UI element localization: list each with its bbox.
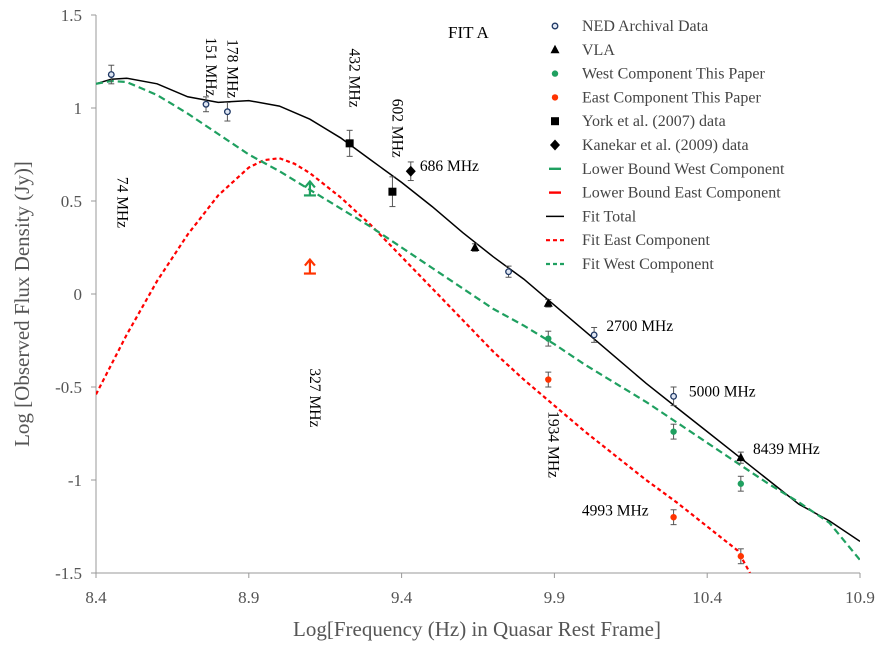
chart-title: FIT A <box>448 23 490 42</box>
legend-item-vla: VLA <box>550 42 615 59</box>
y-tick-label: 0.5 <box>61 192 82 211</box>
york-et-al-2007-data-point-0 <box>345 139 354 148</box>
york-et-al-2007-data-point-1 <box>388 187 397 196</box>
x-tick-label: 8.4 <box>85 588 107 607</box>
legend-label: East Component This Paper <box>582 89 761 106</box>
fit-east-component-line <box>96 157 751 573</box>
legend-item-ned-archival-data: NED Archival Data <box>551 18 708 35</box>
legend-item-lower-bound-west-component: Lower Bound West Component <box>549 161 785 178</box>
kanekar-et-al-2009-data-point-0 <box>405 165 416 177</box>
ned-archival-data-point-5 <box>670 392 678 400</box>
annotation-5000-mhz: 5000 MHz <box>689 383 756 400</box>
ned-archival-data-point-0 <box>107 71 115 78</box>
legend-item-kanekar-et-al-2009-data: Kanekar et al. (2009) data <box>550 137 749 154</box>
legend-label: Fit West Component <box>582 256 714 273</box>
lower-bound-east-component-point-0-head <box>304 257 316 267</box>
vla-point-0 <box>470 242 480 251</box>
legend-label: Lower Bound East Component <box>582 185 781 202</box>
legend-item-west-component-this-paper: West Component This Paper <box>551 66 766 83</box>
legend-swatch <box>551 70 559 77</box>
y-tick-label: 0 <box>74 285 83 304</box>
legend-swatch <box>550 44 560 54</box>
ned-archival-data-point-2 <box>223 108 231 116</box>
fit-total-line <box>96 77 860 543</box>
legend-item-york-et-al-2007-data: York et al. (2007) data <box>551 113 726 130</box>
annotation-686-mhz: 686 MHz <box>420 158 479 175</box>
annotation-602-mhz: 602 MHz <box>388 99 405 158</box>
x-tick-label: 10.4 <box>692 588 722 607</box>
annotation-178-mhz: 178 MHz <box>223 39 240 98</box>
legend-label: VLA <box>582 42 615 59</box>
fit-curves <box>96 77 860 573</box>
legend-label: NED Archival Data <box>582 18 708 35</box>
east-component-this-paper-point-0 <box>545 376 552 383</box>
vla-point-2 <box>736 452 746 462</box>
legend-label: Kanekar et al. (2009) data <box>582 137 749 154</box>
annotation-2700-mhz: 2700 MHz <box>606 318 673 335</box>
west-component-this-paper-point-0 <box>545 335 552 342</box>
vla-point-1 <box>543 298 553 307</box>
legend-label: York et al. (2007) data <box>582 113 726 130</box>
y-tick-label: -1 <box>68 471 82 490</box>
axes: 8.4 8.9 9.4 9.9 10.4 10.9 -1.5 -1 -0.5 0 0.5 1 1.5 <box>55 6 875 607</box>
legend-swatch <box>551 94 559 101</box>
annotation-74-mhz: 74 MHz <box>113 177 130 228</box>
frequency-annotations: 74 MHz 151 MHz 178 MHz 327 MHz 432 MHz 602 MH… <box>113 37 819 519</box>
ned-archival-data-point-3 <box>505 268 513 276</box>
annotation-327-mhz: 327 MHz <box>306 368 323 427</box>
ned-archival-data-point-4 <box>590 331 598 339</box>
west-component-this-paper-point-2 <box>737 480 745 487</box>
legend-swatch <box>550 139 560 151</box>
annotation-8439-mhz: 8439 MHz <box>753 441 820 458</box>
legend-label: Fit East Component <box>582 232 711 249</box>
legend-label: West Component This Paper <box>582 66 766 83</box>
legend-item-east-component-this-paper: East Component This Paper <box>551 89 761 106</box>
east-component-this-paper-point-1 <box>670 514 677 521</box>
legend-label: Fit Total <box>582 208 637 225</box>
ned-archival-data-point-1 <box>202 100 210 108</box>
lower-bound-east-component-point-0 <box>303 257 316 275</box>
annotation-151-mhz: 151 MHz <box>202 37 219 96</box>
legend-label: Lower Bound West Component <box>582 161 785 178</box>
y-tick-label: -1.5 <box>55 564 82 583</box>
east-component-this-paper-point-2 <box>737 553 745 560</box>
west-component-this-paper-point-1 <box>670 428 677 435</box>
y-tick-label: 1.5 <box>61 6 82 25</box>
legend: NED Archival Data VLA West Component This … <box>546 18 785 273</box>
fit-west-component-line <box>96 79 860 561</box>
x-axis-title: Log[Frequency (Hz) in Quasar Rest Frame] <box>293 617 661 641</box>
x-tick-label: 9.4 <box>391 588 413 607</box>
legend-swatch <box>551 117 559 126</box>
y-tick-label: 1 <box>74 99 83 118</box>
legend-item-lower-bound-east-component: Lower Bound East Component <box>549 185 781 202</box>
annotation-1934-mhz: 1934 MHz <box>544 411 561 478</box>
legend-swatch <box>551 22 559 30</box>
annotation-4993-mhz: 4993 MHz <box>582 502 649 519</box>
legend-item-fit-east-component: Fit East Component <box>546 232 711 249</box>
y-tick-label: -0.5 <box>55 378 82 397</box>
legend-item-fit-total: Fit Total <box>546 208 637 225</box>
legend-item-fit-west-component: Fit West Component <box>546 256 714 273</box>
annotation-432-mhz: 432 MHz <box>346 48 363 107</box>
y-axis-title: Log [Observed Flux Density (Jy)] <box>10 161 34 447</box>
x-tick-label: 10.9 <box>845 588 875 607</box>
lower-bound-west-component-point-0 <box>303 179 316 197</box>
x-tick-label: 8.9 <box>238 588 259 607</box>
lower-bound-west-component-point-0-head <box>304 179 316 189</box>
x-tick-label: 9.9 <box>544 588 565 607</box>
data-points <box>107 64 746 565</box>
